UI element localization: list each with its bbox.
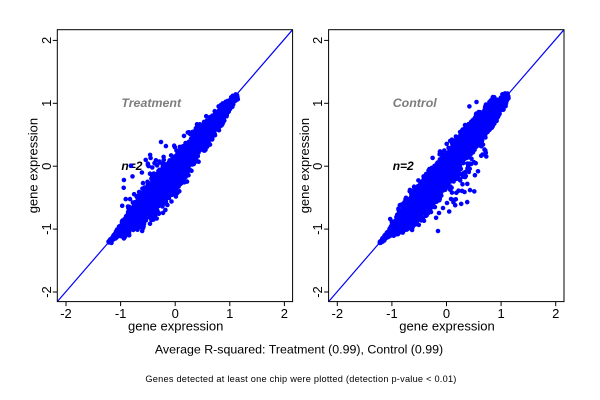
svg-text:2: 2 xyxy=(310,37,325,44)
svg-text:-2: -2 xyxy=(60,306,72,321)
svg-text:1: 1 xyxy=(226,306,233,321)
svg-text:-1: -1 xyxy=(115,306,127,321)
svg-text:gene expression: gene expression xyxy=(128,319,223,334)
svg-text:1: 1 xyxy=(497,306,504,321)
svg-text:2: 2 xyxy=(552,306,559,321)
svg-text:-1: -1 xyxy=(39,223,54,235)
svg-text:-2: -2 xyxy=(39,286,54,298)
svg-text:-1: -1 xyxy=(386,306,398,321)
svg-text:0: 0 xyxy=(39,163,54,170)
svg-text:gene expression: gene expression xyxy=(399,319,494,334)
svg-text:2: 2 xyxy=(281,306,288,321)
svg-text:Average R-squared: Treatment (: Average R-squared: Treatment (0.99), Con… xyxy=(155,343,443,357)
svg-text:-2: -2 xyxy=(310,286,325,298)
svg-text:gene expression: gene expression xyxy=(26,118,41,213)
svg-text:n=2: n=2 xyxy=(393,159,414,173)
svg-text:gene expression: gene expression xyxy=(297,118,312,213)
svg-text:Genes detected at least one ch: Genes detected at least one chip were pl… xyxy=(145,374,456,384)
svg-text:Control: Control xyxy=(393,96,438,110)
svg-text:Treatment: Treatment xyxy=(121,96,182,110)
svg-text:0: 0 xyxy=(310,163,325,170)
svg-text:0: 0 xyxy=(443,306,450,321)
svg-text:2: 2 xyxy=(39,37,54,44)
svg-text:-2: -2 xyxy=(332,306,344,321)
svg-text:1: 1 xyxy=(39,100,54,107)
svg-text:0: 0 xyxy=(172,306,179,321)
svg-text:1: 1 xyxy=(310,100,325,107)
svg-text:-1: -1 xyxy=(310,223,325,235)
